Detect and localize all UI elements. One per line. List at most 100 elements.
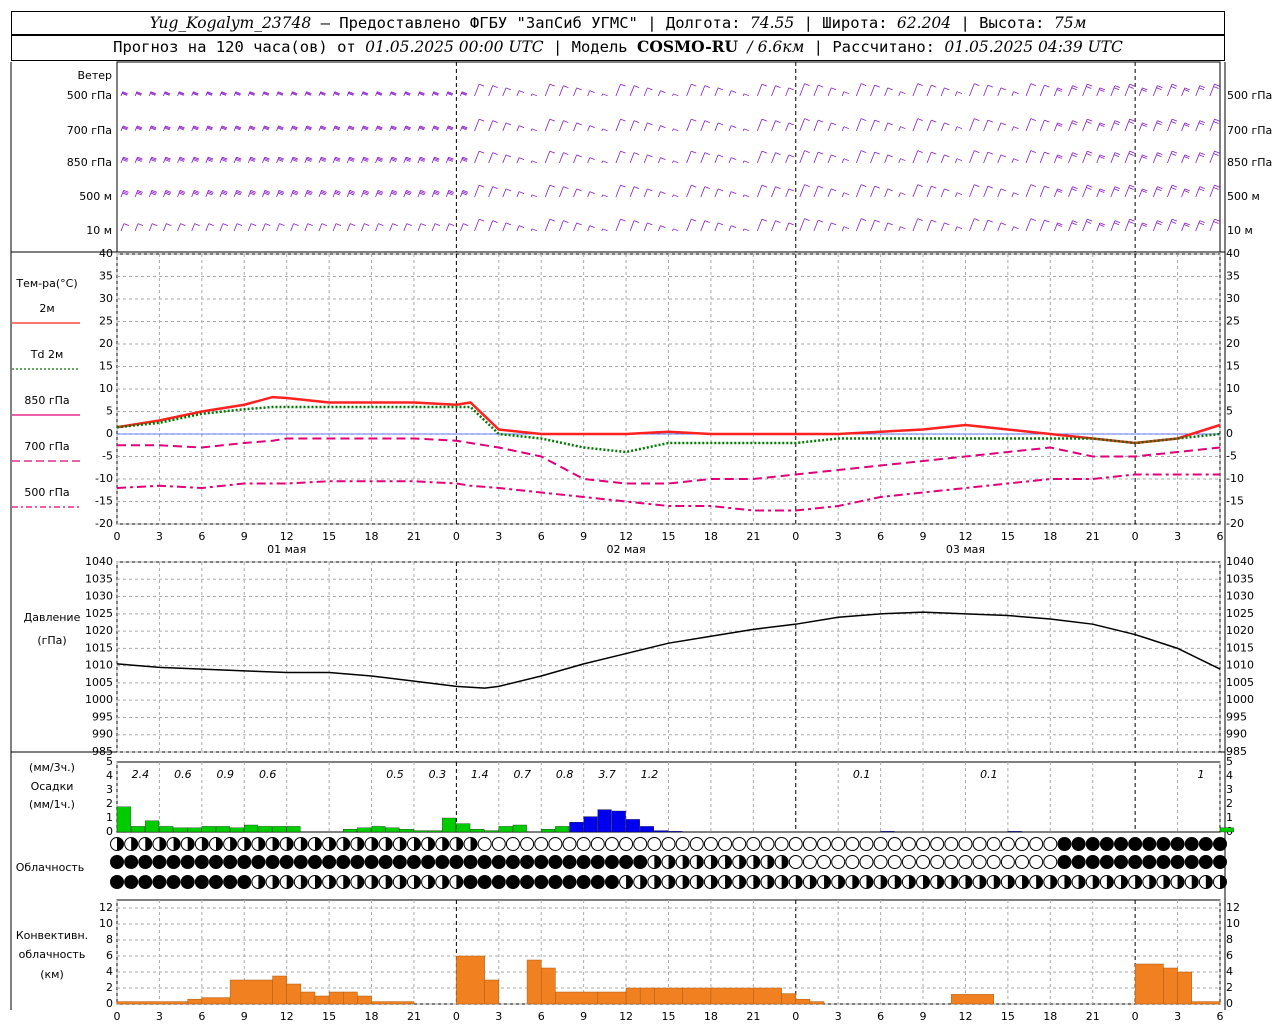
wind-barb	[686, 119, 692, 132]
wind-barb-feather	[150, 91, 157, 95]
cloud-symbol	[1085, 837, 1100, 851]
wind-barb-feather	[1087, 218, 1093, 222]
cloud-symbol-half	[272, 875, 280, 889]
pres-ytick-left: 985	[92, 745, 113, 758]
precip-bar	[215, 826, 230, 833]
wind-barb-feather	[193, 91, 199, 95]
cloud-symbol	[1043, 837, 1058, 851]
wind-barb-feather	[362, 159, 368, 162]
wind-barb	[771, 186, 776, 198]
cloud-symbol-half	[173, 837, 181, 851]
wind-barb-feather	[478, 118, 485, 122]
wind-barb-feather	[377, 91, 383, 95]
wind-barb-feather	[178, 92, 185, 95]
wind-barb-feather	[1099, 87, 1106, 91]
pres-ytick-left: 995	[92, 710, 113, 723]
wind-barb-feather	[362, 126, 369, 130]
wind-barb-feather	[620, 83, 626, 87]
wind-barb-feather	[974, 83, 980, 86]
cloud-symbol	[491, 837, 506, 851]
wind-barb-feather	[1071, 122, 1077, 126]
wind-barb	[1053, 154, 1058, 164]
cloud-symbol	[520, 875, 535, 889]
wind-barb-feather	[775, 220, 781, 224]
wind-barb	[1209, 185, 1215, 198]
wind-barb	[870, 219, 876, 232]
wind-barb-feather	[179, 157, 185, 161]
wind-barb	[813, 119, 819, 132]
cloud-symbol	[1099, 837, 1114, 851]
precip-bar	[484, 830, 499, 833]
wind-barb-feather	[447, 93, 453, 96]
wind-barb	[1167, 119, 1173, 132]
wind-barb-feather	[620, 150, 626, 154]
wind-barb-feather	[150, 127, 156, 131]
wind-barb	[318, 156, 322, 164]
wind-barb-feather	[931, 219, 937, 223]
day-label: 01 мая	[267, 543, 306, 556]
wind-barb-feather	[164, 126, 171, 130]
wind-barb-feather	[917, 184, 923, 187]
wind-barb	[346, 156, 350, 164]
conv-hour-label: 9	[241, 1010, 248, 1023]
wind-barb-feather	[376, 192, 383, 196]
wind-barb	[1096, 122, 1101, 132]
cloud-symbol-half	[1064, 875, 1071, 889]
conv-hour-label: 21	[746, 1010, 760, 1023]
cloud-symbol	[237, 855, 252, 869]
temp-ytick-left: -15	[95, 495, 113, 508]
wind-barb-feather	[900, 126, 906, 130]
wind-barb-feather	[1000, 188, 1007, 192]
wind-barb-feather	[264, 191, 270, 195]
wind-barb-feather	[549, 184, 555, 188]
wind-barb	[474, 185, 480, 198]
wind-barb-feather	[306, 191, 313, 195]
wind-barb-feather	[660, 191, 666, 195]
wind-barb-feather	[251, 223, 257, 226]
wind-barb-feather	[1071, 154, 1077, 158]
wind-barb-feather	[775, 85, 781, 89]
cloud-symbol-half	[258, 875, 265, 889]
wind-barb-feather	[1184, 87, 1190, 91]
wind-barb-feather	[1086, 121, 1092, 124]
cloud-symbol-half	[456, 875, 463, 889]
wind-barb-feather	[1142, 154, 1148, 158]
conv-hour-label: 3	[835, 1010, 842, 1023]
latitude-label: Широта:	[822, 14, 888, 32]
wind-barb-feather	[420, 189, 426, 193]
wind-barb-feather	[164, 127, 170, 131]
wind-barb-feather	[264, 125, 270, 129]
conv-hour-label: 9	[920, 1010, 927, 1023]
wind-barb	[756, 119, 763, 132]
wind-barb-feather	[320, 192, 326, 196]
wind-barb-feather	[164, 91, 171, 95]
wind-barb-feather	[335, 156, 341, 160]
wind-barb	[191, 190, 195, 198]
wind-barb	[558, 186, 564, 198]
wind-barb	[148, 190, 153, 198]
wind-barb-feather	[404, 93, 410, 96]
wind-barb-feather	[717, 87, 724, 91]
wind-barb-feather	[222, 156, 228, 160]
cloud-symbol	[562, 855, 577, 869]
wind-barb	[615, 84, 621, 97]
wind-barb-feather	[804, 118, 810, 121]
wind-barb-feather	[1141, 224, 1147, 227]
wind-barb-feather	[164, 159, 170, 162]
wind-barb-feather	[1087, 150, 1093, 154]
cloud-symbol	[1071, 837, 1086, 851]
wind-barb	[1110, 186, 1116, 198]
wind-barb-feather	[1128, 86, 1134, 89]
wind-barb-feather	[843, 226, 850, 230]
wind-barb	[629, 85, 635, 97]
wind-barb-feather	[391, 125, 397, 129]
wind-barb-feather	[137, 189, 143, 193]
wind-barb-feather	[1142, 188, 1148, 192]
wind-barb-feather	[1000, 222, 1007, 226]
wind-barb-feather	[434, 191, 440, 195]
wind-barb-feather	[334, 126, 340, 130]
wind-barb-feather	[220, 93, 227, 96]
wind-barb-feather	[1113, 222, 1120, 226]
wind-barb-feather	[1183, 224, 1190, 227]
wind-barb-feather	[589, 157, 595, 161]
